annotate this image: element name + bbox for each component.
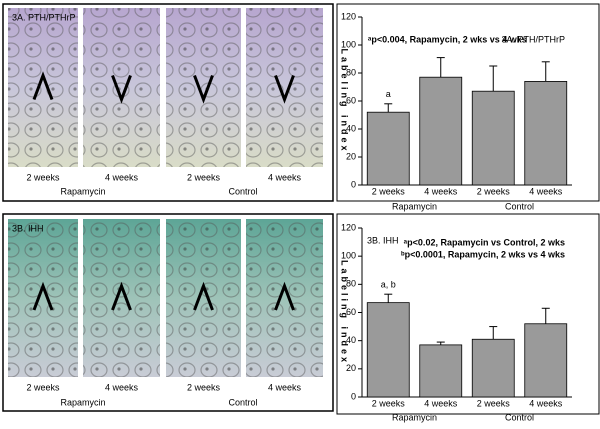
- y-tick-label: 0: [351, 179, 356, 189]
- bar-label: a: [386, 89, 391, 99]
- group-label: Rapamycin: [392, 412, 437, 422]
- group-label: Control: [228, 397, 257, 407]
- micrograph-cells: [166, 8, 241, 167]
- y-tick-label: 60: [346, 307, 356, 317]
- image-caption: 4 weeks: [268, 172, 302, 182]
- x-tick-label: 4 weeks: [529, 398, 563, 408]
- bar: [366, 111, 410, 186]
- bar: [524, 81, 568, 186]
- x-tick-label: 2 weeks: [477, 186, 511, 196]
- group-label: Rapamycin: [60, 397, 105, 407]
- chart-frame: [336, 213, 600, 415]
- arrowhead: [111, 74, 132, 104]
- group-label: Control: [505, 412, 534, 422]
- y-tick-label: 80: [346, 279, 356, 289]
- x-tick-label: 4 weeks: [529, 186, 563, 196]
- y-tick-label: 0: [351, 391, 356, 401]
- group-label: Control: [505, 201, 534, 211]
- y-tick-label: 20: [346, 363, 356, 373]
- bar: [366, 302, 410, 398]
- x-tick-label: 2 weeks: [372, 398, 406, 408]
- panel-label: 3B. IHH: [12, 223, 44, 233]
- bar: [471, 90, 515, 186]
- y-tick-label: 120: [341, 222, 356, 232]
- micrograph-cells: [166, 219, 241, 377]
- image-caption: 4 weeks: [268, 382, 302, 392]
- image-caption: 2 weeks: [187, 172, 221, 182]
- x-tick-label: 2 weeks: [372, 186, 406, 196]
- y-tick-label: 60: [346, 95, 356, 105]
- bar: [471, 338, 515, 398]
- image-caption: 4 weeks: [105, 172, 139, 182]
- significance-note: ᵃp<0.004, Rapamycin, 2 wks vs 4 wks: [368, 34, 527, 44]
- y-tick-label: 40: [346, 123, 356, 133]
- arrowhead: [32, 281, 54, 311]
- image-caption: 2 weeks: [26, 172, 60, 182]
- arrowhead: [111, 281, 132, 311]
- chart-title: 3A. PTH/PTHrP: [501, 34, 565, 44]
- bar: [419, 76, 463, 186]
- arrowhead: [193, 74, 214, 104]
- arrowhead: [274, 74, 295, 104]
- group-label: Rapamycin: [392, 201, 437, 211]
- y-tick-label: 80: [346, 67, 356, 77]
- y-axis-label: Labeling index: [340, 48, 350, 153]
- y-tick-label: 100: [341, 251, 356, 261]
- micrograph-cells: [83, 8, 160, 167]
- significance-note: ᵃp<0.02, Rapamycin vs Control, 2 wks: [404, 237, 565, 247]
- micrograph-cells: [83, 219, 160, 377]
- y-tick-label: 40: [346, 335, 356, 345]
- panel-frame: [2, 3, 334, 202]
- arrowhead: [193, 281, 214, 311]
- micrograph-cells: [246, 219, 323, 377]
- group-label: Rapamycin: [60, 186, 105, 196]
- arrowhead: [32, 71, 54, 101]
- significance-note: ᵇp<0.0001, Rapamycin, 2 wks vs 4 wks: [401, 249, 565, 259]
- y-tick-label: 100: [341, 39, 356, 49]
- bar: [419, 344, 463, 398]
- image-caption: 4 weeks: [105, 382, 139, 392]
- micrograph-cells: [246, 8, 323, 167]
- panel-frame: [2, 213, 334, 412]
- chart-frame: [336, 3, 600, 202]
- panel-label: 3A. PTH/PTHrP: [12, 12, 76, 22]
- bar: [524, 323, 568, 398]
- y-tick-label: 20: [346, 151, 356, 161]
- micrograph-cells: [8, 219, 78, 377]
- bar-label: a, b: [381, 280, 396, 290]
- x-tick-label: 4 weeks: [424, 186, 458, 196]
- y-tick-label: 120: [341, 11, 356, 21]
- x-tick-label: 4 weeks: [424, 398, 458, 408]
- micrograph-cells: [8, 8, 78, 167]
- image-caption: 2 weeks: [26, 382, 60, 392]
- group-label: Control: [228, 186, 257, 196]
- arrowhead: [274, 281, 295, 311]
- y-axis-label: Labeling index: [340, 260, 350, 365]
- x-tick-label: 2 weeks: [477, 398, 511, 408]
- image-caption: 2 weeks: [187, 382, 221, 392]
- chart-title: 3B. IHH: [367, 235, 399, 245]
